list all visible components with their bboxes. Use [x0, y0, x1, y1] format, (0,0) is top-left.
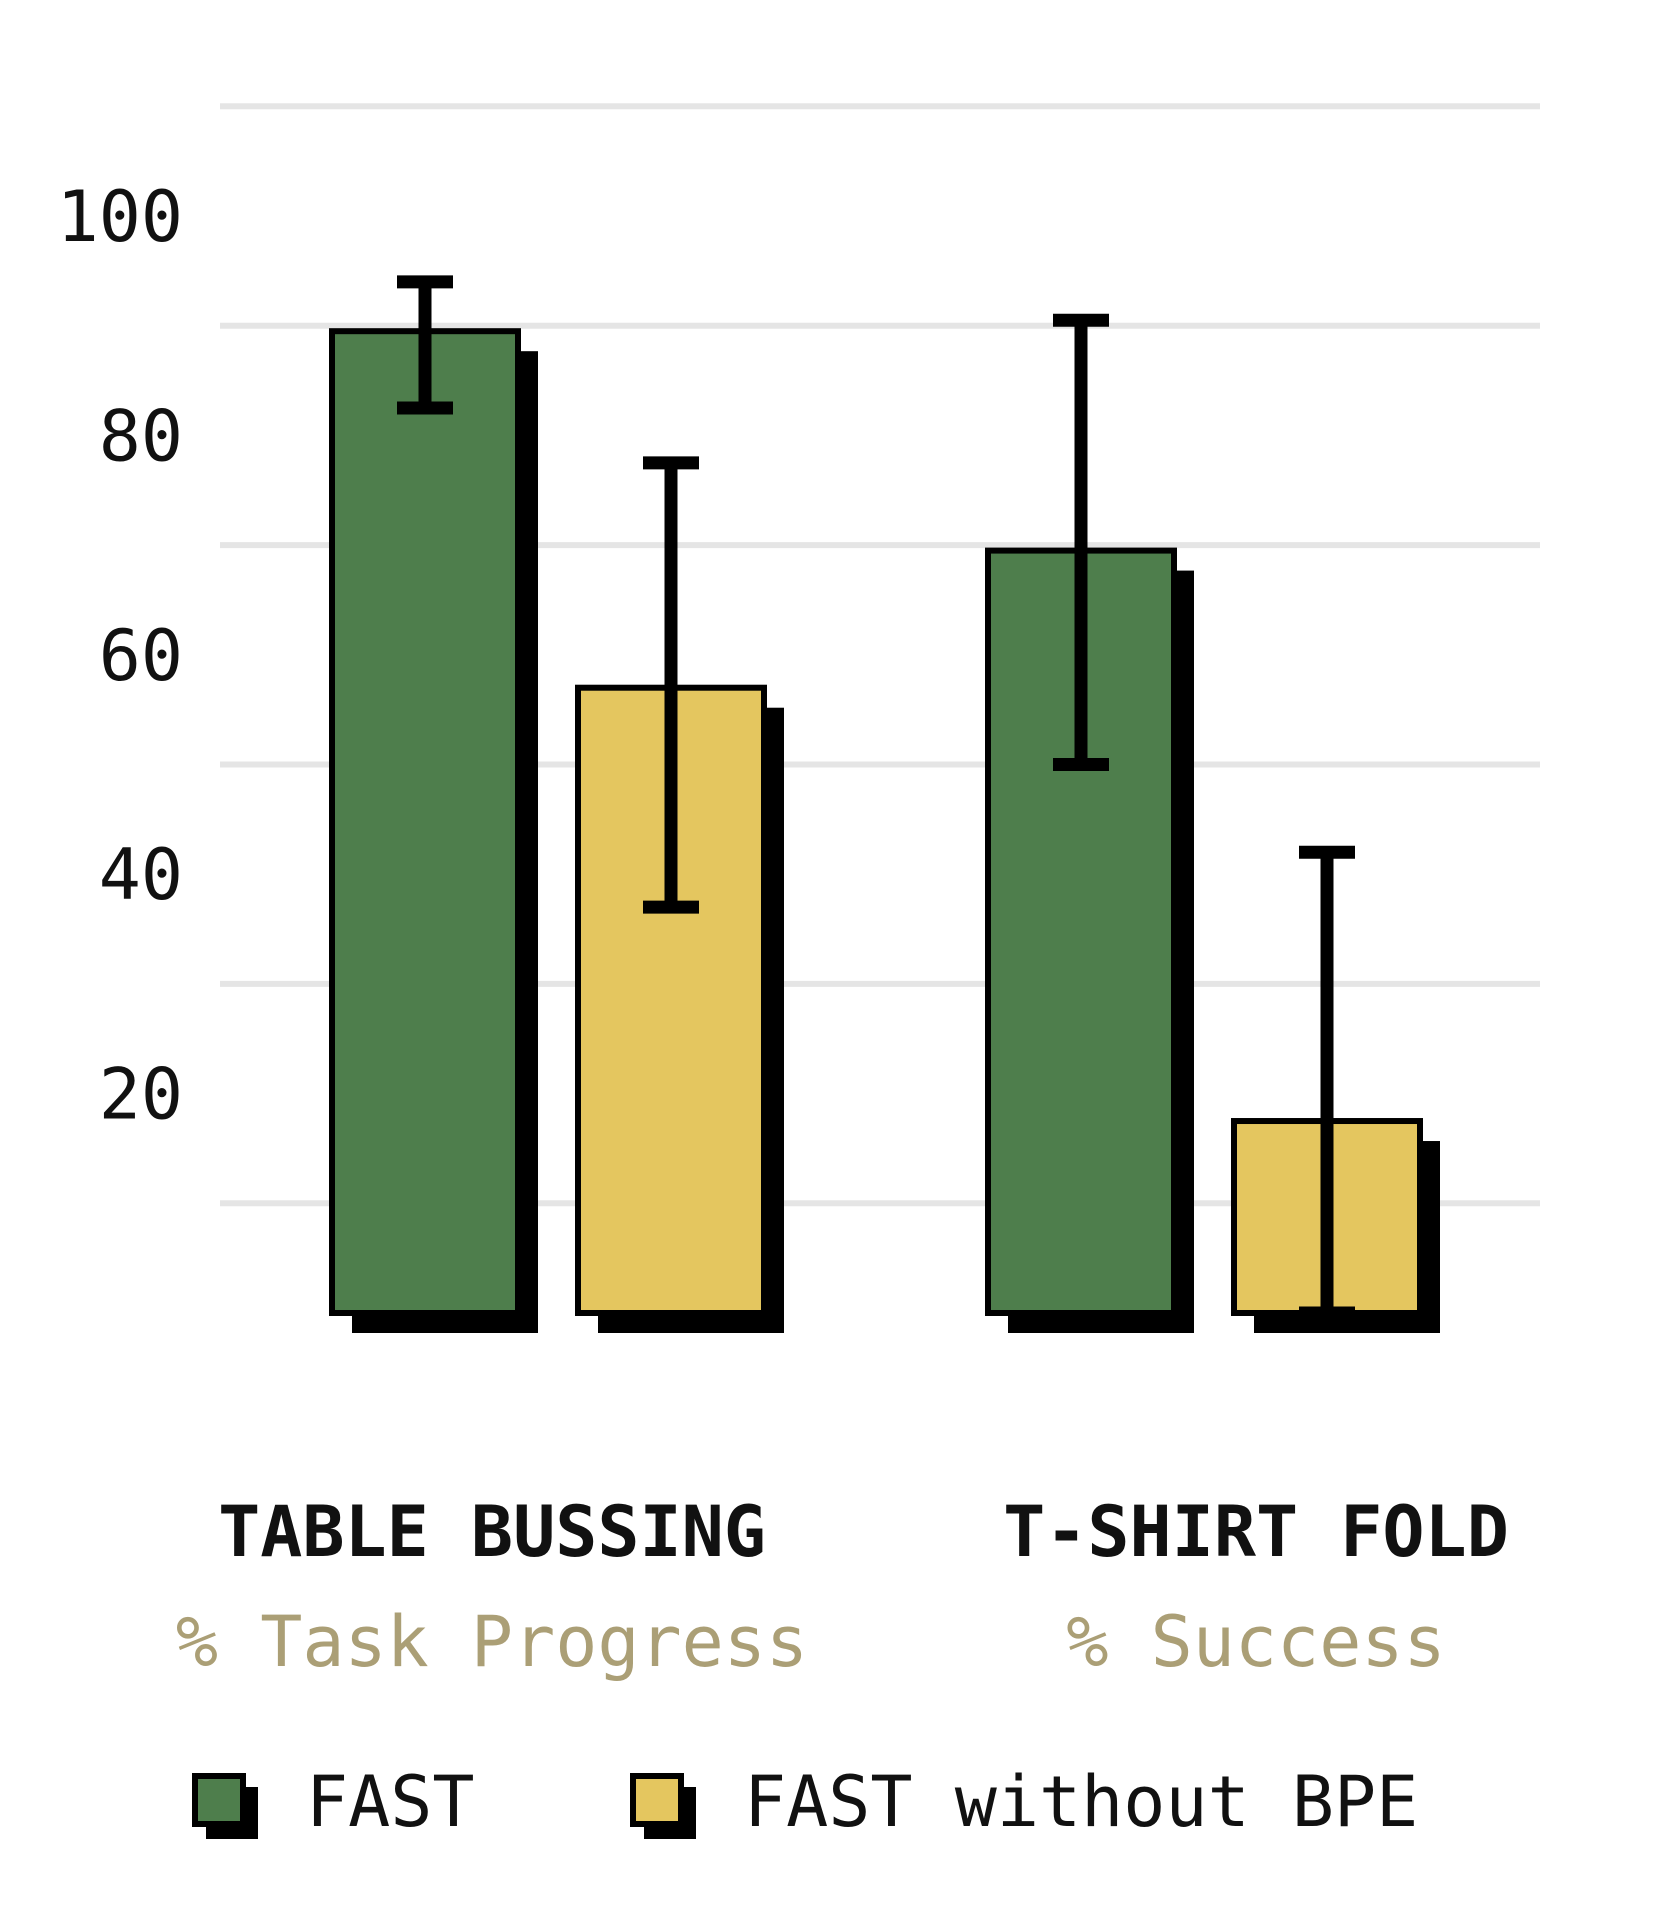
y-tick-label: 80	[99, 395, 183, 477]
y-axis-ticks: 20 40 60 80 100	[57, 176, 183, 1136]
category-subtitle-tshirt-fold: % Success	[1066, 1601, 1445, 1683]
error-bars	[397, 275, 1355, 1320]
legend-label-fast: FAST	[306, 1761, 475, 1843]
category-subtitle-table-bussing: % Task Progress	[176, 1601, 808, 1683]
y-tick-label: 40	[99, 834, 183, 916]
bars	[329, 328, 1440, 1333]
legend-label-fast-without-bpe: FAST without BPE	[744, 1761, 1418, 1843]
y-tick-label: 100	[57, 176, 183, 258]
legend: FAST FAST without BPE	[192, 1761, 1418, 1843]
category-label-tshirt-fold: T-SHIRT FOLD	[1003, 1491, 1509, 1573]
y-tick-label: 60	[99, 615, 183, 697]
y-tick-label: 20	[99, 1054, 183, 1136]
bar	[329, 328, 521, 1316]
legend-swatch-fast	[192, 1773, 246, 1827]
category-label-table-bussing: TABLE BUSSING	[218, 1491, 766, 1573]
legend-swatch-fast-without-bpe	[630, 1773, 684, 1827]
